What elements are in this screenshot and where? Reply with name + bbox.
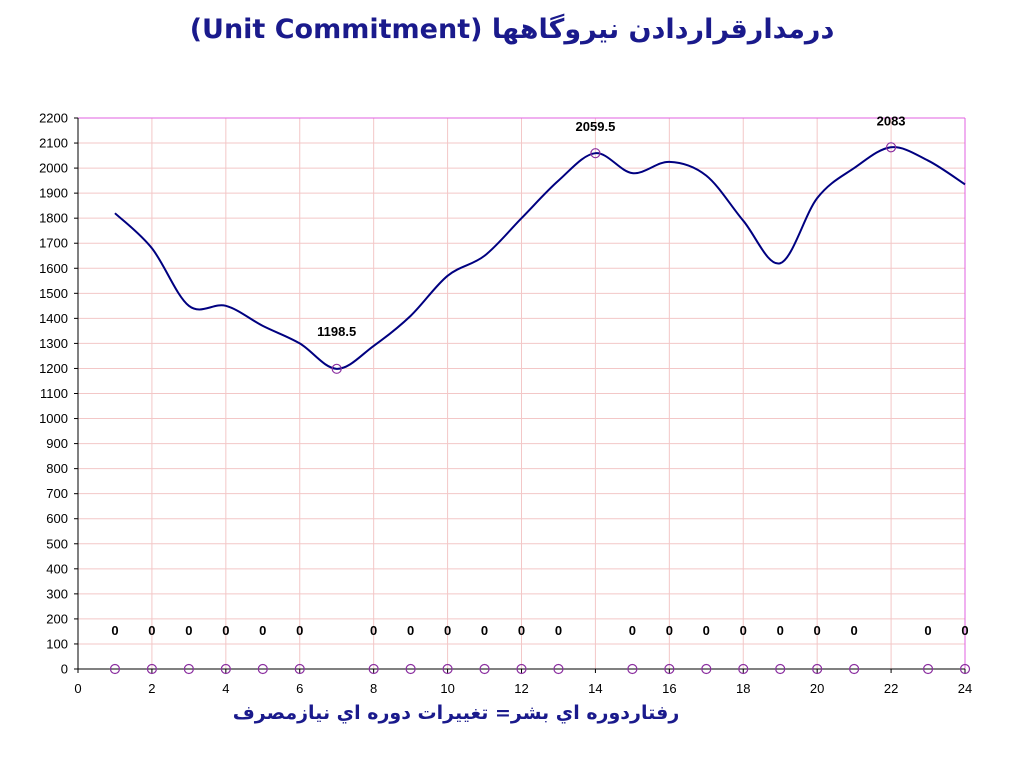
y-tick-label: 1000 — [39, 411, 68, 426]
zero-marker — [627, 663, 638, 675]
zero-marker — [220, 663, 231, 675]
x-tick-label: 20 — [810, 681, 824, 696]
zero-marker — [405, 663, 416, 675]
zero-marker-label: 0 — [555, 623, 562, 638]
zero-marker — [664, 663, 675, 675]
marked-point-label: 2083 — [877, 113, 906, 128]
zero-marker — [922, 663, 934, 675]
zero-marker — [183, 663, 194, 675]
y-tick-label: 1600 — [39, 261, 68, 276]
x-tick-label: 0 — [74, 681, 81, 696]
y-tick-label: 1100 — [40, 386, 68, 401]
y-tick-label: 2000 — [39, 161, 68, 176]
y-tick-label: 900 — [46, 436, 68, 451]
zero-marker — [294, 663, 305, 675]
zero-marker-label: 0 — [481, 623, 488, 638]
y-tick-label: 200 — [46, 611, 68, 626]
x-tick-label: 22 — [884, 681, 898, 696]
data-labels: 1198.5 2059.5 2083 0 0 0 0 0 0 0 0 0 0 0 0 0 0 0 0 0 0 0 0 0 — [111, 113, 968, 638]
zero-marker-label: 0 — [740, 623, 747, 638]
zero-marker — [553, 663, 564, 675]
zero-marker — [775, 663, 786, 675]
zero-marker-label: 0 — [370, 623, 377, 638]
y-tick-label: 1900 — [39, 186, 68, 201]
x-tick-label: 4 — [222, 681, 229, 696]
y-tick-label: 300 — [46, 586, 68, 601]
zero-marker-label: 0 — [924, 623, 931, 638]
zero-marker — [738, 663, 749, 675]
zero-marker-label: 0 — [407, 623, 414, 638]
grid-lines — [78, 117, 966, 669]
tick-labels: 0100200300400500600700800900100011001200… — [39, 111, 972, 697]
zero-marker-label: 0 — [185, 623, 192, 638]
y-tick-label: 600 — [46, 511, 68, 526]
zero-marker-label: 0 — [961, 623, 968, 638]
zero-marker — [849, 663, 860, 675]
y-tick-label: 1800 — [39, 211, 68, 226]
zero-marker-label: 0 — [222, 623, 229, 638]
y-tick-label: 2200 — [39, 111, 68, 126]
y-tick-label: 1400 — [39, 311, 68, 326]
zero-marker-label: 0 — [444, 623, 451, 638]
zero-marker — [516, 663, 527, 675]
marked-point — [331, 363, 342, 374]
x-tick-label: 24 — [958, 681, 972, 696]
axes — [74, 117, 966, 673]
zero-marker-label: 0 — [518, 623, 525, 638]
zero-marker-label: 0 — [296, 623, 303, 638]
y-tick-label: 800 — [46, 461, 68, 476]
x-tick-label: 8 — [370, 681, 377, 696]
zero-marker-label: 0 — [777, 623, 784, 638]
y-tick-label: 2100 — [39, 136, 68, 151]
zero-marker — [701, 663, 712, 675]
x-tick-label: 14 — [588, 681, 602, 696]
y-tick-label: 500 — [46, 536, 68, 551]
zero-marker-label: 0 — [148, 623, 155, 638]
zero-marker — [368, 663, 379, 675]
zero-marker-label: 0 — [259, 623, 266, 638]
x-tick-label: 12 — [514, 681, 528, 696]
zero-marker-label: 0 — [814, 623, 821, 638]
x-tick-label: 6 — [296, 681, 303, 696]
y-tick-label: 0 — [61, 662, 68, 677]
x-axis-caption: رفتاردوره اي بشر= تغييرات دوره اي نيازمص… — [232, 702, 680, 724]
y-tick-label: 400 — [46, 561, 68, 576]
y-tick-label: 100 — [46, 636, 68, 651]
zero-marker — [146, 663, 158, 675]
zero-marker-label: 0 — [629, 623, 636, 638]
marked-point-label: 2059.5 — [576, 119, 616, 134]
demand-series-line — [114, 146, 966, 370]
y-tick-label: 1300 — [39, 336, 68, 351]
slide-title: درمدارقراردادن نيروگاهها (Unit Commitmen… — [189, 14, 835, 45]
zero-marker — [442, 663, 453, 675]
zero-marker — [479, 663, 490, 675]
zero-marker-label: 0 — [703, 623, 710, 638]
zero-marker — [812, 663, 823, 675]
y-tick-label: 1200 — [39, 361, 68, 376]
zero-marker — [959, 663, 971, 675]
y-tick-label: 1700 — [39, 236, 68, 251]
marked-point — [590, 148, 601, 159]
x-tick-label: 10 — [440, 681, 454, 696]
x-tick-label: 16 — [662, 681, 676, 696]
y-tick-label: 700 — [46, 486, 68, 501]
marked-point — [885, 142, 897, 153]
marked-point-label: 1198.5 — [317, 324, 356, 339]
x-tick-label: 18 — [736, 681, 750, 696]
data-series — [109, 142, 971, 675]
y-tick-label: 1500 — [39, 286, 68, 301]
zero-marker-label: 0 — [111, 623, 118, 638]
zero-marker — [257, 663, 268, 675]
x-tick-label: 2 — [148, 681, 155, 696]
zero-marker — [109, 663, 121, 675]
zero-marker-label: 0 — [851, 623, 858, 638]
zero-marker-label: 0 — [666, 623, 673, 638]
